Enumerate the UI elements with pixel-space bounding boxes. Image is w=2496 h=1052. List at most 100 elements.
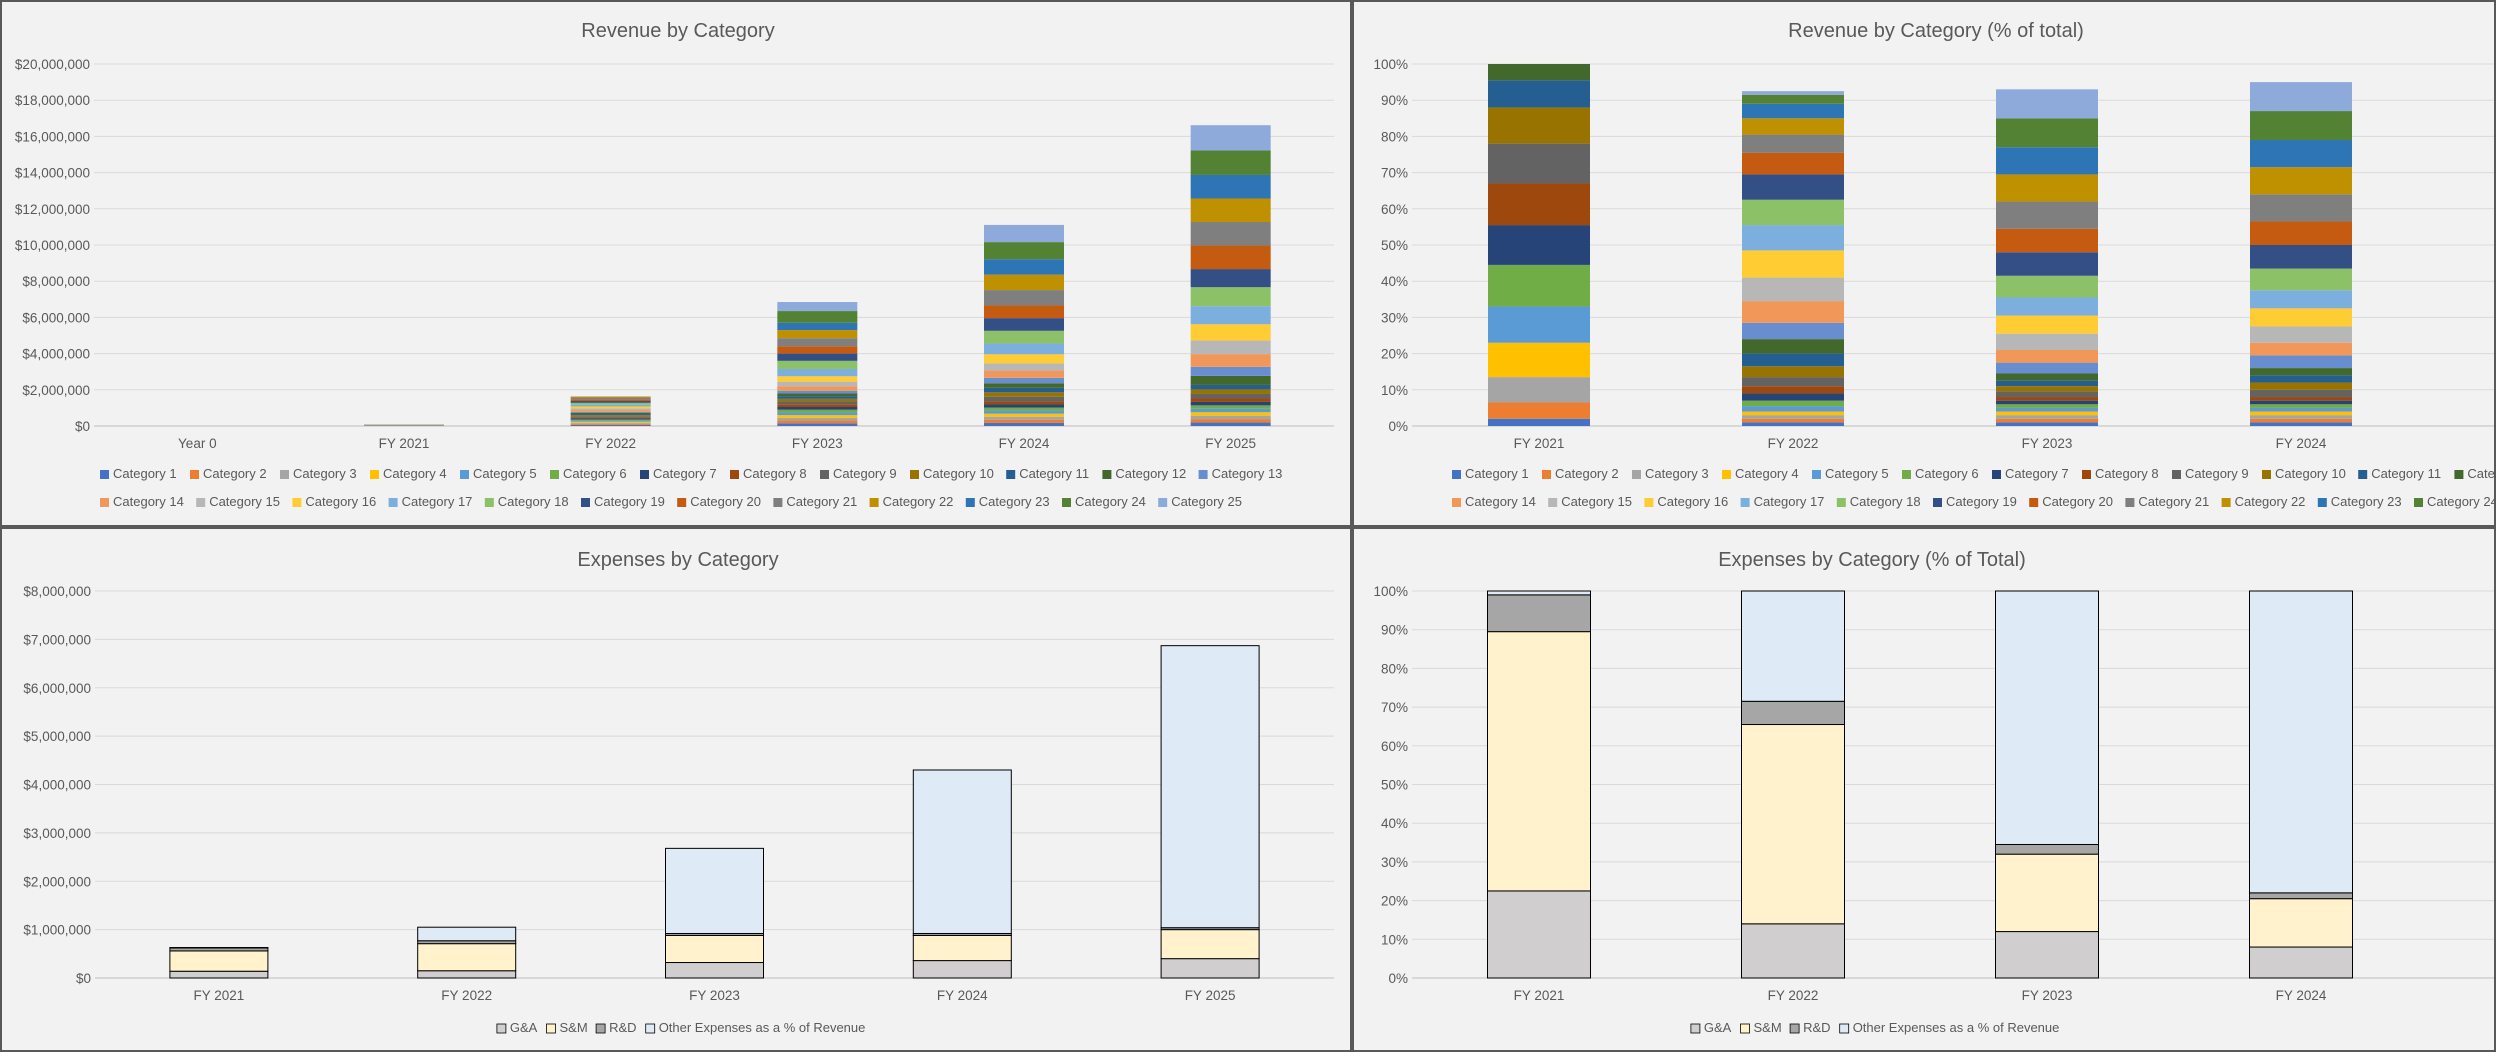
legend-swatch [388,498,398,507]
legend-swatch [1452,470,1461,479]
bar-segment [912,934,1012,962]
bar-segment [2249,898,2353,948]
bar-segment [984,370,1064,378]
legend-label: Category 8 [743,466,807,481]
y-tick-label: 100% [1373,584,1408,599]
bar-segment [2250,382,2352,390]
bar-segment [1190,389,1271,394]
legend-swatch [2454,470,2464,479]
bar-segment [570,424,651,426]
y-tick-label: 20% [1381,894,1408,909]
legend-label: Category 11 [1019,466,1089,481]
legend-label: Category 4 [383,466,447,481]
bar-segment [2250,342,2352,356]
legend-label: Category 18 [498,494,569,509]
bar-segment [1741,700,1845,726]
bar-segment [984,383,1064,388]
legend-swatch [1006,470,1016,479]
y-tick-label: 30% [1381,855,1408,870]
legend-label: Category 16 [1657,494,1728,509]
bar-segment [1742,393,1844,401]
x-tick-label: FY 2024 [999,436,1050,451]
bar-segment [984,224,1064,243]
expenses-percent-svg: Expenses by Category (% of Total) 0% 10% 2… [1373,549,2494,1035]
bar-segment [570,406,651,409]
bar-segment [1190,393,1271,399]
legend-swatch [1542,470,1551,479]
bar-segment [1190,306,1271,325]
legend-label: Category 19 [1946,494,2017,509]
x-tick-label: FY 2021 [194,988,245,1003]
bars [169,645,1260,979]
bar-segment [1996,380,2098,387]
y-tick-label: $1,000,000 [23,923,91,938]
bar-segment [665,962,764,979]
legend-swatch [1812,470,1821,479]
legend-label: Other Expenses as a % of Revenue [1853,1020,2060,1035]
legend-swatch [190,470,199,479]
bar-segment [1190,269,1271,288]
bar-segment [1996,118,2098,148]
legend-swatch [1992,470,2001,479]
legend-label: Category 25 [1171,494,1242,509]
bar-segment [777,346,858,354]
legend-label: Category 7 [653,466,717,481]
legend-label: Category 14 [1465,494,1536,509]
bar-segment [1742,366,1844,378]
legend-swatch [773,498,783,507]
y-tick-label: 60% [1381,739,1408,754]
legend: G&A S&M R&D Other Expenses as a % of Revenu… [1690,1020,2060,1035]
y-tick-label: 50% [1381,238,1408,253]
legend-swatch [1722,470,1731,479]
legend-swatch [1452,498,1461,507]
legend-label: Category 9 [833,466,897,481]
bar-segment [777,302,858,312]
legend-label: Category 4 [1735,466,1799,481]
bar-segment [1742,199,1844,226]
bar-segment [2250,221,2352,245]
legend: Category 1 Category 2 Category 3 Category 4… [100,466,1282,509]
legend-swatch [1740,498,1750,507]
bar-segment [570,412,651,415]
bar-segment [1190,245,1271,270]
y-tick-label: 80% [1381,661,1408,676]
bar-segment [2250,111,2352,141]
x-tick-label: FY 2023 [2022,988,2073,1003]
legend-swatch [292,498,302,507]
legend-label: Category 10 [923,466,994,481]
bar-segment [1742,353,1844,367]
bar-segment [984,404,1064,408]
bar-segment [1742,339,1844,354]
bar-segment [1996,362,2098,374]
bar-segment [1996,275,2098,298]
legend: Category 1 Category 2 Category 3 Category 4… [1452,466,2494,509]
legend-label: Category 12 [1115,466,1186,481]
legend-label: Category 5 [1825,466,1889,481]
bar-segment [2250,290,2352,309]
x-tick-label: FY 2025 [1205,436,1256,451]
bar-segment [570,402,651,405]
bar-segment [1742,406,1844,412]
legend-label: Category 3 [1645,466,1709,481]
bar-segment [2250,194,2352,222]
bar-segment [1995,931,2099,979]
bar-segment [1742,277,1844,302]
bar-segment [2250,326,2352,343]
x-tick-label: FY 2022 [441,988,492,1003]
bar-segment [570,416,651,418]
bar-segment [1996,147,2098,175]
y-tick-label: 60% [1381,202,1408,217]
bar-segment [1742,225,1844,251]
bar-segment [912,960,1012,979]
legend-swatch [2414,498,2423,507]
bar-segment [2250,140,2352,168]
bar-segment [1741,923,1845,979]
bar-segment [984,377,1064,384]
bar-segment [777,420,858,424]
bar-segment [417,943,517,972]
bar-segment [777,368,858,377]
bar-segment [2250,167,2352,195]
legend-label: Category 16 [305,494,376,509]
legend-label: Category 19 [594,494,665,509]
bar-segment [2250,375,2352,383]
